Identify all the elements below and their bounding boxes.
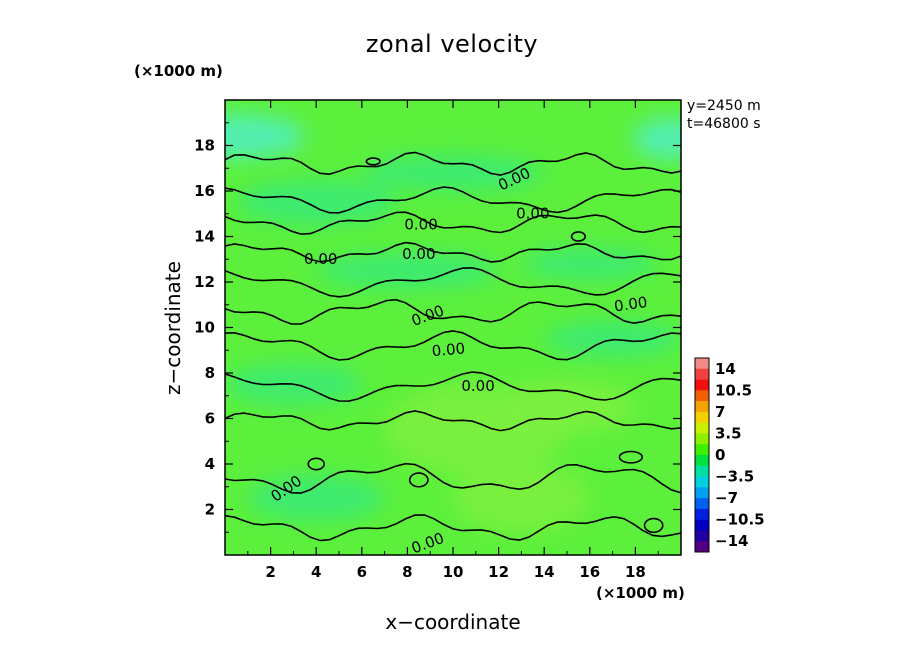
colorbar-segment bbox=[695, 487, 709, 499]
contour-lines bbox=[225, 151, 681, 542]
colorbar-segment bbox=[695, 390, 709, 402]
field-patch bbox=[498, 379, 636, 435]
y-axis-unit: (×1000 m) bbox=[134, 62, 223, 80]
colorbar-segment bbox=[695, 422, 709, 434]
y-tick-label: 18 bbox=[194, 137, 215, 155]
y-tick-label: 12 bbox=[194, 273, 215, 291]
contour-label: 0.00 bbox=[431, 339, 466, 360]
contour-line bbox=[225, 298, 681, 325]
colorbar-label: 0 bbox=[715, 446, 725, 464]
colorbar-label: 10.5 bbox=[715, 381, 752, 399]
contour-label: 0.00 bbox=[304, 250, 337, 268]
contour-loop bbox=[365, 157, 381, 166]
colorbar-segment bbox=[695, 401, 709, 413]
x-tick-label: 4 bbox=[311, 563, 321, 581]
contour-line bbox=[225, 371, 681, 403]
y-tick-label: 6 bbox=[205, 410, 215, 428]
field-patch bbox=[236, 179, 396, 226]
contour-loop bbox=[570, 231, 587, 242]
field-patch bbox=[544, 320, 681, 358]
colorbar-segment bbox=[695, 358, 709, 370]
x-axis-label: x−coordinate bbox=[385, 610, 521, 634]
x-tick-label: 16 bbox=[579, 563, 600, 581]
contour-label: 0.00 bbox=[613, 293, 649, 315]
x-tick-label: 12 bbox=[488, 563, 509, 581]
colorbar-segment bbox=[695, 444, 709, 456]
x-axis-unit: (×1000 m) bbox=[596, 584, 685, 602]
field-patches bbox=[225, 113, 681, 533]
colorbar-label: 14 bbox=[715, 360, 736, 378]
contour-label: 0.00 bbox=[516, 204, 549, 222]
colorbar-segment bbox=[695, 411, 709, 423]
contour-loop bbox=[307, 457, 325, 471]
y-tick-label: 8 bbox=[205, 364, 215, 382]
colorbar-segment bbox=[695, 498, 709, 510]
contour-loop bbox=[643, 517, 664, 534]
colorbar-segment bbox=[695, 368, 709, 380]
colorbar-segment bbox=[695, 508, 709, 520]
field-patch bbox=[225, 113, 305, 160]
colorbar-label: 7 bbox=[715, 403, 725, 421]
colorbar-label: −7 bbox=[715, 489, 738, 507]
colorbar: 14 10.5 7 3.5 0 −3.5 −7 −10.5 −14 bbox=[694, 357, 765, 553]
contour-label: 0.00 bbox=[461, 377, 494, 395]
axes: 2 4 6 8 10 12 14 16 18 2 4 6 8 10 12 14 16 18 bbox=[194, 100, 681, 581]
colorbar-segment bbox=[695, 541, 709, 553]
colorbar-label: −14 bbox=[715, 532, 748, 550]
colorbar-label: 3.5 bbox=[715, 424, 742, 442]
y-tick-label: 10 bbox=[194, 319, 215, 337]
annotation-time: t=46800 s bbox=[687, 116, 761, 132]
field-patch bbox=[316, 252, 499, 289]
contour-line bbox=[225, 266, 681, 298]
y-tick-label: 2 bbox=[205, 501, 215, 519]
y-tick-label: 14 bbox=[194, 228, 215, 246]
contour-line bbox=[225, 514, 681, 542]
field-patch bbox=[361, 154, 545, 191]
annotation-y-position: y=2450 m bbox=[687, 98, 761, 114]
colorbar-frame bbox=[694, 357, 710, 553]
field-patch bbox=[521, 247, 659, 280]
colorbar-segment bbox=[695, 433, 709, 445]
y-tick-label: 16 bbox=[194, 182, 215, 200]
contour-loop bbox=[618, 450, 644, 464]
contour-label: 0.00 bbox=[404, 216, 437, 234]
x-tick-label: 8 bbox=[402, 563, 412, 581]
contour-line bbox=[225, 462, 681, 494]
colorbar-label: −10.5 bbox=[715, 511, 765, 529]
colorbar-segment bbox=[695, 465, 709, 477]
velocity-field bbox=[225, 100, 681, 555]
contour-line bbox=[225, 330, 681, 361]
contour-line bbox=[225, 241, 681, 263]
contour-line bbox=[225, 151, 681, 176]
field-patch bbox=[633, 118, 681, 160]
field-patch bbox=[247, 475, 385, 521]
contour-line bbox=[225, 410, 681, 432]
colorbar-segment bbox=[695, 476, 709, 488]
contour-loop bbox=[408, 472, 429, 488]
contour-line bbox=[225, 211, 681, 235]
x-tick-label: 14 bbox=[534, 563, 555, 581]
colorbar-label: −3.5 bbox=[715, 468, 754, 486]
x-tick-label: 6 bbox=[357, 563, 367, 581]
chart-title: zonal velocity bbox=[365, 30, 539, 58]
contour-label: 0.00 bbox=[402, 245, 435, 263]
x-tick-label: 18 bbox=[625, 563, 646, 581]
x-tick-label: 2 bbox=[265, 563, 275, 581]
y-tick-label: 4 bbox=[205, 455, 215, 473]
field-patch bbox=[453, 464, 590, 533]
colorbar-segment bbox=[695, 530, 709, 542]
x-tick-label: 10 bbox=[443, 563, 464, 581]
colorbar-segment bbox=[695, 379, 709, 391]
colorbar-segment bbox=[695, 519, 709, 531]
colorbar-segment bbox=[695, 455, 709, 467]
contour-line bbox=[225, 186, 681, 214]
